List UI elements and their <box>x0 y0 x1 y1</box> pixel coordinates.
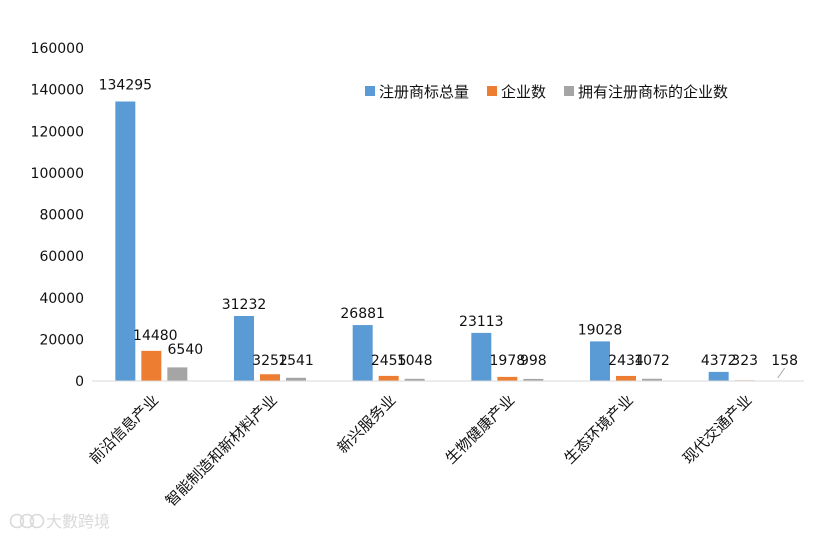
data-label: 2455 <box>371 353 407 369</box>
bars-group <box>115 101 781 382</box>
watermark-text: 大數跨境 <box>46 512 110 531</box>
data-label: 4372 <box>701 353 737 369</box>
bar <box>471 332 492 381</box>
legend: 注册商标总量 企业数 拥有注册商标的企业数 <box>365 83 728 101</box>
legend-swatch <box>487 86 498 96</box>
y-tick-label: 140000 <box>31 83 84 99</box>
bar <box>260 374 280 381</box>
bar <box>642 378 662 381</box>
y-tick-label: 40000 <box>39 291 84 307</box>
watermark: 大數跨境 <box>9 512 110 531</box>
bar <box>286 377 306 381</box>
data-label: 26881 <box>340 306 385 322</box>
brand-logo-icon <box>9 513 45 529</box>
bar <box>234 315 254 381</box>
bar <box>708 371 729 381</box>
x-tick-label: 新兴服务业 <box>334 391 400 457</box>
data-label: 23113 <box>459 314 504 330</box>
x-tick-label: 生态环境产业 <box>560 391 636 467</box>
bar <box>115 101 136 381</box>
legend-label: 企业数 <box>501 83 546 101</box>
bar <box>378 375 399 381</box>
bar <box>167 367 188 381</box>
data-label: 19028 <box>578 322 623 338</box>
bar <box>404 378 425 381</box>
x-tick-label: 现代交通产业 <box>679 391 755 467</box>
data-label: 6540 <box>168 342 204 358</box>
x-tick-label: 前沿信息产业 <box>86 391 162 467</box>
y-tick-label: 20000 <box>39 332 84 348</box>
data-label: 31232 <box>222 297 267 313</box>
legend-label: 拥有注册商标的企业数 <box>578 83 728 101</box>
data-label: 14480 <box>133 328 178 344</box>
bar <box>497 376 518 381</box>
x-axis: 前沿信息产业 智能制造和新材料产业 新兴服务业 生物健康产业 生态环境产业 现代交通产业 <box>86 380 804 510</box>
leader-line <box>777 367 786 379</box>
y-tick-label: 100000 <box>31 166 84 182</box>
x-tick-label: 智能制造和新材料产业 <box>162 391 281 510</box>
data-label: 1072 <box>634 353 670 369</box>
bar <box>141 350 162 381</box>
data-label: 1541 <box>278 353 314 369</box>
data-label: 1048 <box>397 353 433 369</box>
bar <box>590 341 610 381</box>
y-tick-label: 0 <box>75 374 84 390</box>
y-axis: 0 20000 40000 60000 80000 100000 120000 140000 1… <box>31 41 84 390</box>
data-label: 998 <box>520 353 547 369</box>
data-label: 158 <box>771 353 798 369</box>
x-tick-label: 生物健康产业 <box>442 391 518 467</box>
data-label: 1978 <box>490 353 526 369</box>
legend-swatch <box>564 86 575 96</box>
y-tick-label: 80000 <box>39 208 84 224</box>
data-label: 3252 <box>252 353 288 369</box>
y-tick-label: 160000 <box>31 41 84 57</box>
legend-swatch <box>365 86 375 96</box>
data-label: 134295 <box>99 77 152 93</box>
bar <box>616 375 636 381</box>
bar <box>523 378 544 381</box>
data-label: 2434 <box>608 353 644 369</box>
y-tick-label: 120000 <box>31 124 84 140</box>
data-label: 323 <box>731 353 758 369</box>
y-tick-label: 60000 <box>39 249 84 265</box>
legend-label: 注册商标总量 <box>379 83 469 101</box>
bar <box>352 325 373 381</box>
